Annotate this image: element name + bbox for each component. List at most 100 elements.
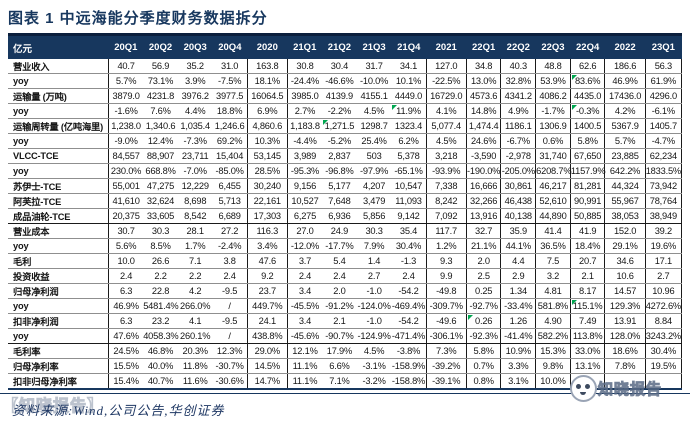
- data-cell: 34.6: [604, 253, 646, 269]
- data-cell: 438.8%: [246, 328, 288, 344]
- data-cell: 2.7%: [287, 103, 323, 119]
- data-cell: 3985.0: [287, 88, 323, 104]
- data-cell: -41.4%: [500, 328, 536, 344]
- data-cell: 31,740: [535, 148, 571, 164]
- data-cell: 9.9: [425, 268, 467, 284]
- table-row: 苏伊士-TCE 55,001 47,275 12,229 6,455 30,240 9,15…: [8, 178, 683, 194]
- data-cell: 582.2%: [535, 328, 571, 344]
- data-cell: -49.6: [425, 313, 467, 329]
- comment-marker-icon: [392, 105, 398, 110]
- data-cell: 7.1: [177, 253, 213, 269]
- table-row: yoy 5.7% 73.1% 3.9% -7.5% 18.1% -24.4% -46.6% -1…: [8, 73, 683, 89]
- data-cell: 449.7%: [246, 298, 288, 314]
- data-cell: 33,605: [143, 208, 178, 224]
- data-cell: -471.4%: [391, 328, 427, 344]
- row-label: 运输周转量 (亿吨海里): [8, 118, 110, 134]
- data-cell: 20,375: [108, 208, 144, 224]
- row-label: 毛利率: [8, 343, 110, 359]
- data-cell: 4341.2: [500, 88, 536, 104]
- data-cell: 17.9%: [322, 343, 357, 359]
- data-cell: 30.3: [143, 223, 178, 239]
- data-cell: 9.2: [246, 268, 288, 284]
- data-cell: 23,885: [604, 148, 646, 164]
- data-cell: -45.5%: [287, 298, 323, 314]
- data-cell: -97.9%: [356, 163, 392, 179]
- comment-marker-icon: [571, 300, 577, 305]
- data-cell: -205.0%: [500, 163, 536, 179]
- data-cell: 1,474.4: [465, 118, 501, 134]
- data-cell: 4296.0: [644, 88, 683, 104]
- column-header: 21Q3: [356, 33, 392, 59]
- data-cell: 83.6%: [569, 73, 605, 89]
- data-cell: 3.7: [287, 253, 323, 269]
- column-header: 22Q3: [535, 33, 571, 59]
- data-cell: 24.5%: [108, 343, 144, 359]
- data-cell: 3.9%: [177, 73, 213, 89]
- data-cell: 503: [356, 148, 392, 164]
- data-cell: 11.9%: [391, 103, 427, 119]
- data-cell: 29.0%: [246, 343, 288, 359]
- data-cell: 14.8%: [465, 103, 501, 119]
- data-cell: 16729.0: [425, 88, 467, 104]
- table-row: 营业收入 40.7 56.9 35.2 31.0 163.8 30.8 30.4 31.7 34.…: [8, 59, 683, 74]
- data-cell: -91.2%: [322, 298, 357, 314]
- data-cell: 3,479: [356, 193, 392, 209]
- data-cell: -33.4%: [500, 298, 536, 314]
- data-cell: 4,860.6: [246, 118, 288, 134]
- row-label: 阿芙拉-TCE: [8, 193, 110, 209]
- data-cell: 4.81: [535, 283, 571, 299]
- data-cell: 40.7: [108, 59, 144, 74]
- data-cell: 39.2: [644, 223, 683, 239]
- data-cell: /: [212, 328, 248, 344]
- data-cell: 1.34: [500, 283, 536, 299]
- data-cell: 581.8%: [535, 298, 571, 314]
- data-cell: 7.8%: [604, 358, 646, 374]
- watermark-left: 【知晓报告】: [1, 398, 105, 416]
- data-cell: 20.7: [569, 253, 605, 269]
- data-cell: 4.5%: [356, 103, 392, 119]
- data-cell: 116.3: [246, 223, 288, 239]
- data-cell: 1,246.6: [212, 118, 248, 134]
- data-cell: -1.0: [356, 283, 392, 299]
- data-cell: 9.3: [425, 253, 467, 269]
- data-cell: 5,177: [322, 178, 357, 194]
- data-cell: 55,967: [604, 193, 646, 209]
- data-cell: -1.6%: [108, 103, 144, 119]
- data-cell: 23.2: [143, 313, 178, 329]
- data-cell: -24.4%: [287, 73, 323, 89]
- data-cell: 1.4: [356, 253, 392, 269]
- data-cell: 6,689: [212, 208, 248, 224]
- data-cell: 1,271.5: [322, 118, 357, 134]
- financial-table: 亿元 20Q1 20Q2 20Q3 20Q4 2020 21Q1 21Q2 21Q3 21Q4 20…: [8, 33, 683, 390]
- table-row: 投资收益 2.4 2.2 2.2 2.4 9.2 2.4 2.4 2.7 2.4 9.9 2.5 2.9…: [8, 268, 683, 284]
- data-cell: 4.4%: [177, 103, 213, 119]
- row-label: yoy: [8, 133, 110, 149]
- row-label: 毛利: [8, 253, 110, 269]
- data-cell: 8,242: [425, 193, 467, 209]
- data-cell: -7.0%: [177, 163, 213, 179]
- comment-marker-icon: [467, 315, 473, 320]
- table-row: yoy 5.6% 8.5% 1.7% -2.4% 3.4% -12.0% -17.7% 7.9%…: [8, 238, 683, 254]
- data-cell: 11.6%: [177, 373, 213, 390]
- column-header: 22Q1: [466, 33, 501, 59]
- data-cell: 13.0%: [465, 73, 501, 89]
- data-cell: -4.7%: [644, 133, 683, 149]
- column-header: 2022: [604, 33, 646, 59]
- row-label: yoy: [8, 163, 110, 179]
- data-cell: 30.4: [322, 59, 357, 74]
- data-cell: 90,991: [569, 193, 605, 209]
- data-cell: 16064.5: [246, 88, 288, 104]
- data-cell: 17,303: [246, 208, 288, 224]
- data-cell: 23.7: [246, 283, 288, 299]
- data-cell: 18.4%: [569, 238, 605, 254]
- data-cell: 4086.2: [535, 88, 571, 104]
- source-note: 资料来源:Wind,公司公告,华创证券: [12, 403, 225, 418]
- data-cell: -54.2: [391, 313, 427, 329]
- data-cell: -158.8%: [391, 373, 427, 390]
- table-row: 营业成本 30.7 30.3 28.1 27.2 116.3 27.0 24.9 30.3 35.…: [8, 223, 683, 239]
- data-cell: -49.8: [425, 283, 467, 299]
- row-label: yoy: [8, 73, 110, 89]
- data-cell: 1.7%: [177, 238, 213, 254]
- data-cell: 5,856: [356, 208, 392, 224]
- data-cell: -2,978: [500, 148, 536, 164]
